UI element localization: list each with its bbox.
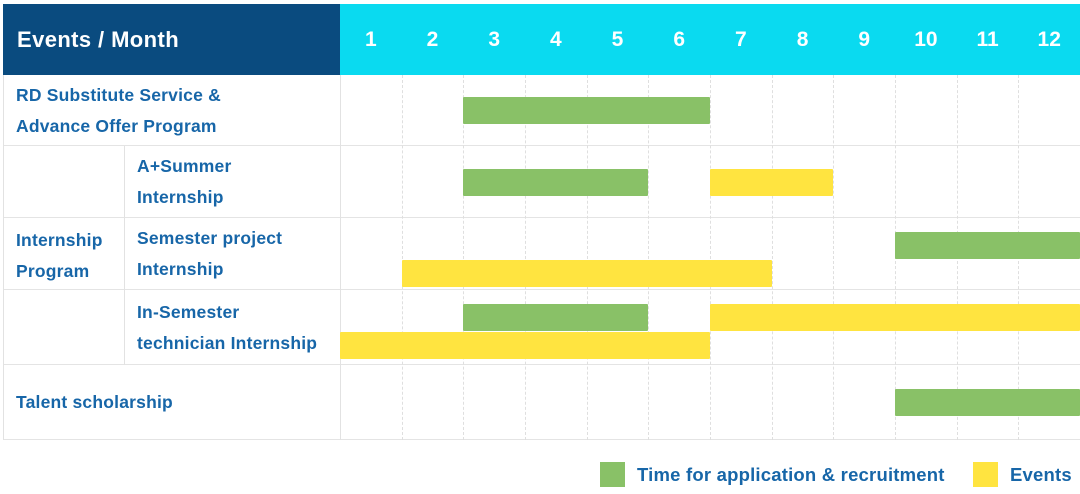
month-grid-line	[525, 75, 526, 440]
row-label-line: Advance Offer Program	[16, 115, 217, 136]
row-label-line: Internship	[137, 187, 224, 207]
row-label-a-plus-summer-internship: A+Summer Internship	[137, 151, 231, 213]
row-label-line: RD Substitute Service &	[16, 84, 221, 105]
bar-a-plus-summer-internship-application	[463, 169, 649, 196]
legend-label-events: Events	[1010, 463, 1072, 485]
bar-in-semester-technician-internship-application	[463, 304, 649, 331]
month-header-1: 1	[364, 27, 377, 51]
row-label-semester-project-internship: Semester project Internship	[137, 223, 282, 285]
month-header-row: 1 2 3 4 5 6 7 8 9 10 11 12	[340, 4, 1080, 75]
month-header-3: 3	[488, 27, 501, 51]
bar-semester-project-internship-application	[895, 232, 1080, 259]
group-label-line: Program	[16, 260, 90, 281]
bar-in-semester-technician-internship-events	[340, 332, 710, 359]
month-header-2: 2	[426, 27, 439, 51]
bar-in-semester-technician-internship-events	[710, 304, 1080, 331]
events-color-swatch	[973, 462, 998, 487]
application-color-swatch	[600, 462, 625, 487]
month-header-6: 6	[673, 27, 686, 51]
label-column-divider	[340, 75, 341, 440]
bar-rd-substitute-advance-offer-application	[463, 97, 710, 124]
month-grid-line	[586, 75, 588, 440]
row-semester-project-internship	[3, 218, 1080, 290]
month-grid-line	[710, 75, 711, 440]
table-title: Events / Month	[17, 26, 180, 52]
month-grid-line	[833, 75, 835, 440]
group-column-divider	[124, 146, 125, 365]
row-label-line: Semester project	[137, 228, 283, 248]
table-left-border	[3, 75, 4, 440]
row-label-rd-substitute-advance-offer: RD Substitute Service & Advance Offer Pro…	[16, 80, 221, 142]
row-label-line: technician Internship	[137, 332, 318, 353]
row-talent-scholarship	[3, 365, 1080, 440]
row-label-line: Talent scholarship	[16, 392, 173, 412]
events-month-table: Events / Month 1 2 3 4 5 6 7 8 9 10 11 12 RD Substi…	[3, 4, 1080, 440]
bar-a-plus-summer-internship-events	[710, 169, 834, 196]
month-header-5: 5	[611, 27, 624, 51]
bar-talent-scholarship-application	[895, 389, 1080, 416]
month-header-4: 4	[550, 27, 562, 51]
month-grid-line	[648, 75, 650, 440]
row-in-semester-technician-internship	[3, 290, 1080, 365]
month-header-8: 8	[796, 27, 809, 51]
legend-item-application: Time for application & recruitment	[600, 461, 945, 488]
row-label-in-semester-technician-internship: In-Semester technician Internship	[137, 297, 317, 359]
month-grid-line	[771, 75, 773, 440]
month-header-9: 9	[858, 27, 871, 51]
month-header-7: 7	[735, 27, 747, 51]
row-label-talent-scholarship: Talent scholarship	[16, 387, 173, 418]
legend-item-events: Events	[973, 461, 1072, 488]
month-grid-line	[463, 75, 465, 440]
legend-label-application: Time for application & recruitment	[637, 463, 945, 485]
month-header-12: 12	[1037, 27, 1061, 51]
row-label-line: In-Semester	[137, 301, 240, 322]
month-header-11: 11	[976, 27, 999, 51]
month-grid-line	[401, 75, 403, 440]
group-label-line: Internship	[16, 229, 103, 250]
table-header-title-cell: Events / Month	[3, 4, 340, 75]
group-label-internship-program: Internship Program	[16, 225, 103, 287]
bar-semester-project-internship-events	[401, 260, 772, 287]
month-header-10: 10	[914, 27, 938, 51]
row-label-line: A+Summer	[137, 156, 232, 176]
row-label-line: Internship	[137, 259, 224, 279]
row-rd-substitute-advance-offer	[3, 75, 1080, 146]
row-a-plus-summer-internship	[3, 146, 1080, 218]
